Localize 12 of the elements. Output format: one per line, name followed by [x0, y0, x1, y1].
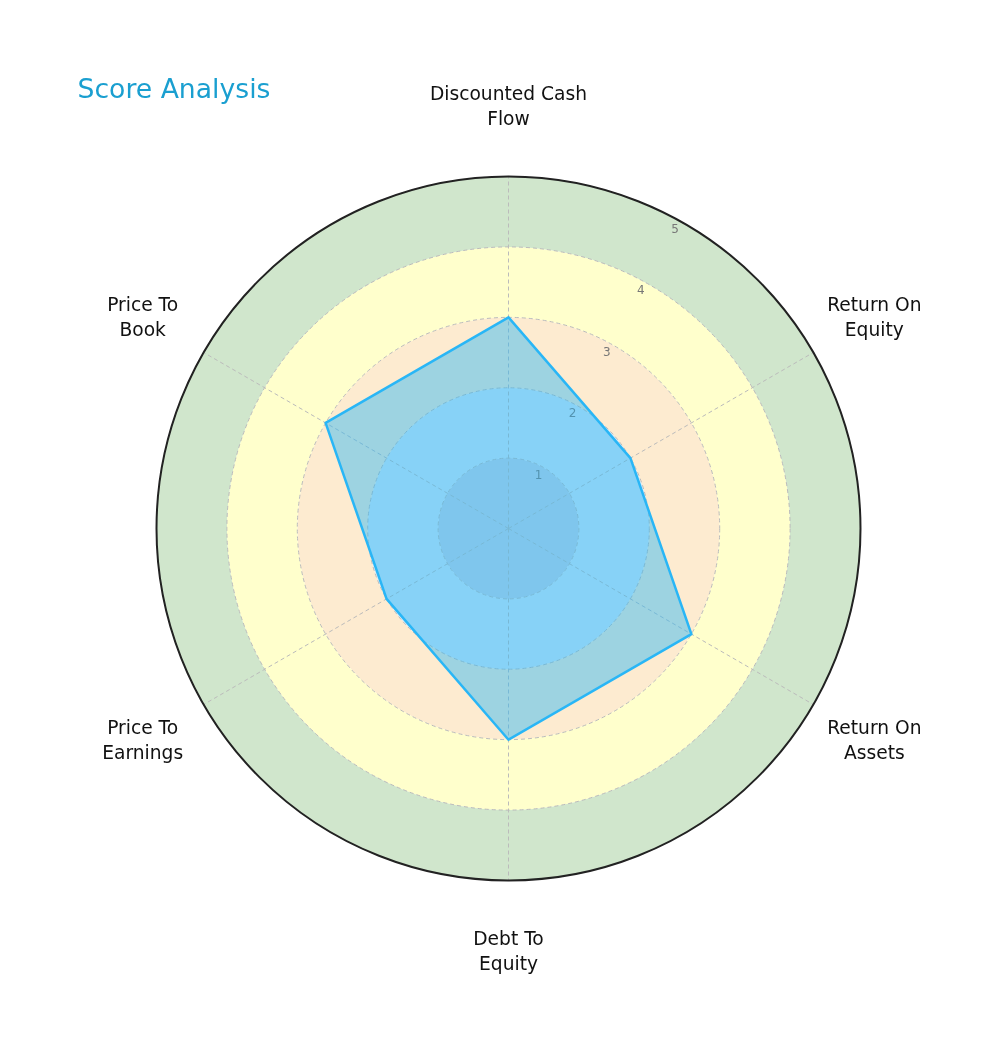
chart-title: Score Analysis [77, 73, 271, 104]
spoke-label: Price To Earnings [102, 716, 184, 763]
spoke-label: Debt To Equity [473, 927, 544, 974]
spoke-label: Return On Assets [827, 716, 922, 763]
spoke-label: Return On Equity [827, 294, 922, 341]
y-tick-label: 5 [671, 221, 679, 236]
spoke-label: Price To Book [107, 294, 179, 341]
y-tick-label: 4 [637, 283, 645, 298]
y-tick-label: 3 [602, 344, 611, 359]
y-tick-label: 1 [534, 467, 543, 482]
y-tick-label: 2 [568, 406, 577, 421]
spoke-label: Discounted Cash Flow [429, 83, 588, 130]
